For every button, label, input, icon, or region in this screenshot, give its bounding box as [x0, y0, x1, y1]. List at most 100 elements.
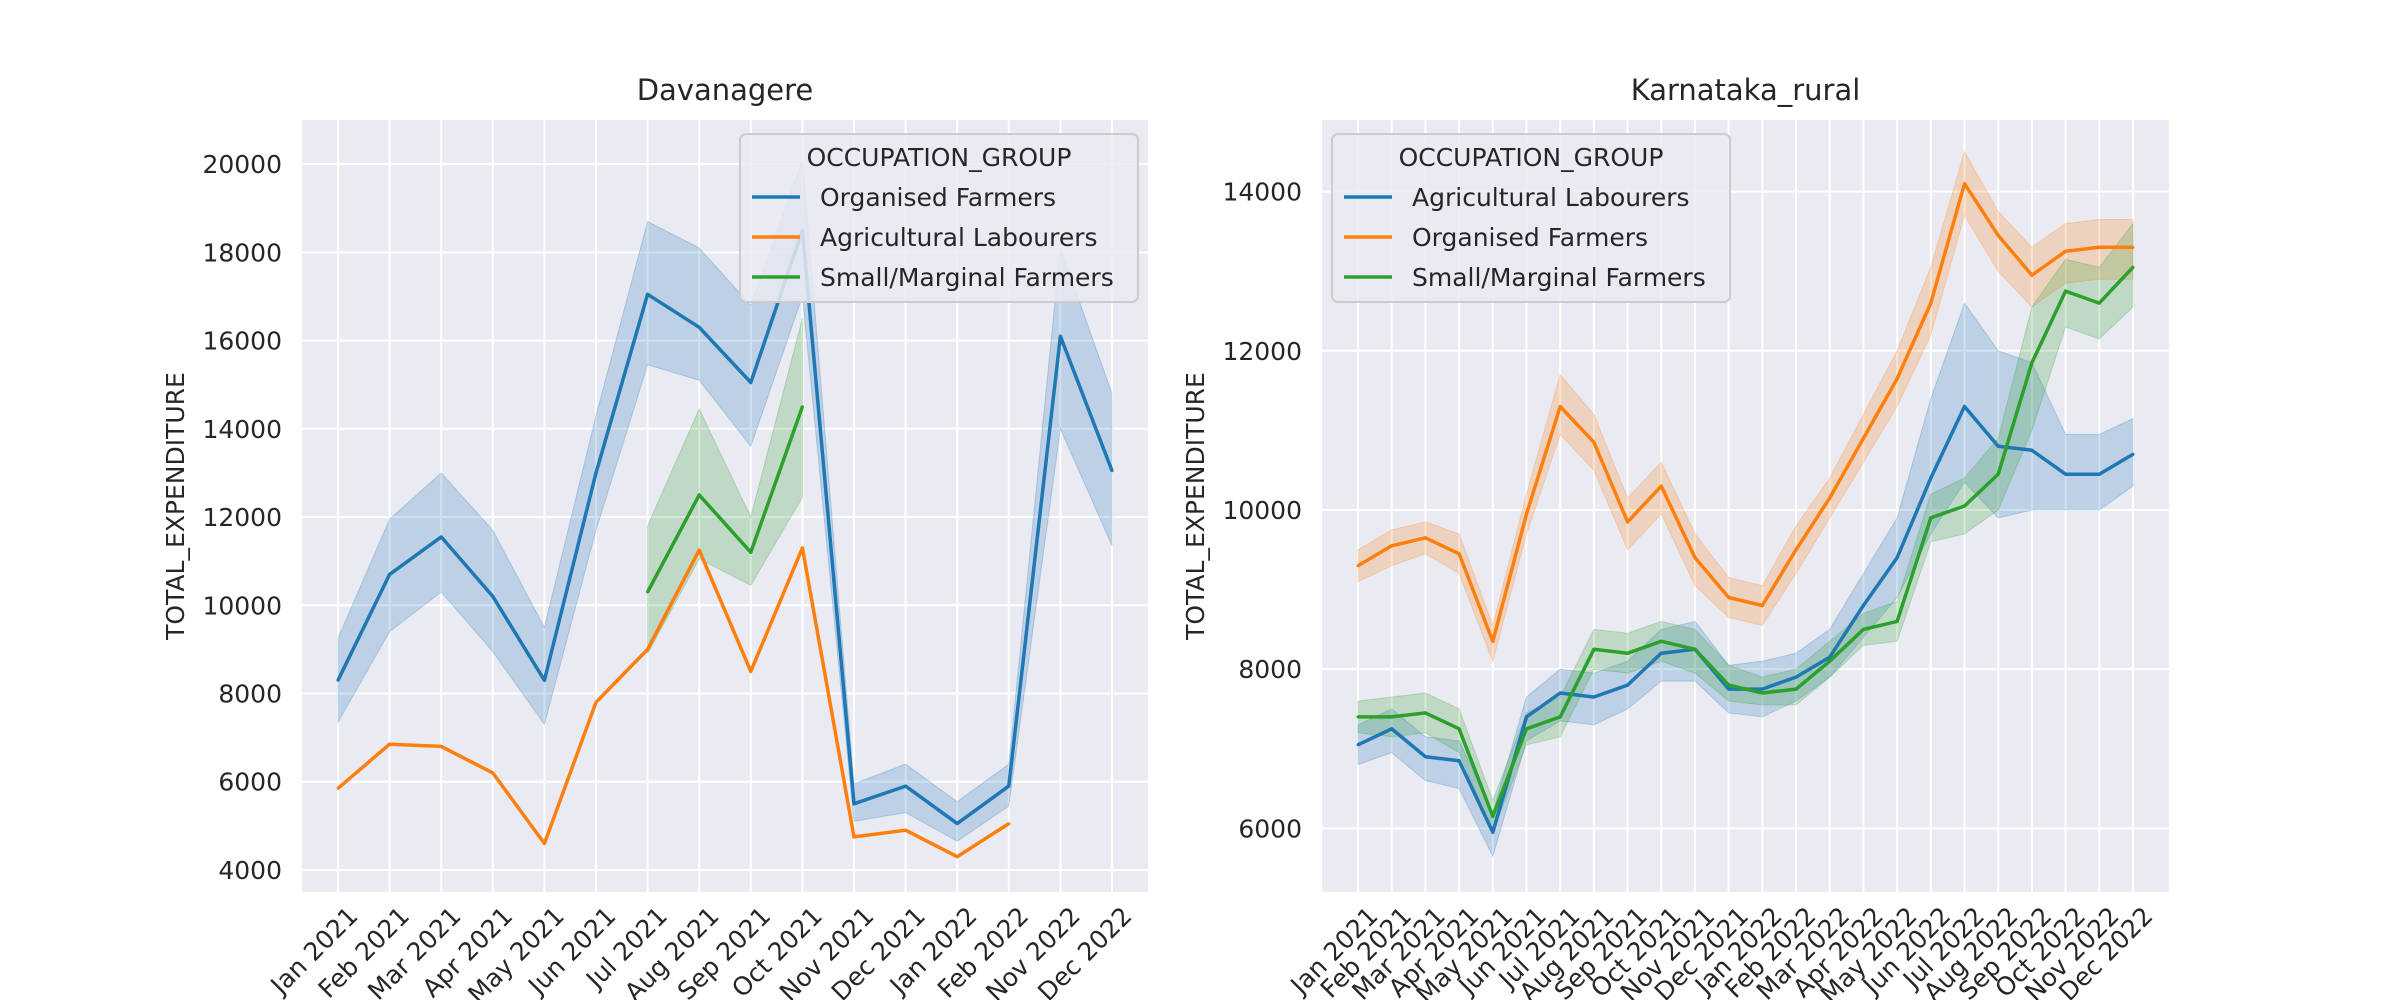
- data-point-small-marginal-farmers: [1828, 659, 1832, 663]
- data-point-organised-farmers: [955, 822, 959, 826]
- data-point-agricultural-labourers: [1895, 556, 1899, 560]
- data-point-organised-farmers: [1457, 552, 1461, 556]
- y-tick-label: 14000: [202, 415, 282, 444]
- data-point-agricultural-labourers: [1626, 683, 1630, 687]
- data-point-organised-farmers: [1895, 377, 1899, 381]
- data-point-organised-farmers: [1828, 496, 1832, 500]
- legend: OCCUPATION_GROUP Organised Farmers Agricul…: [739, 133, 1139, 303]
- confidence-band-small-marginal-farmers: [1357, 222, 2134, 834]
- y-tick-label: 10000: [1222, 496, 1302, 525]
- data-point-small-marginal-farmers: [1895, 619, 1899, 623]
- legend-label-agricultural-labourers: Agricultural Labourers: [820, 223, 1098, 252]
- data-point-agricultural-labourers: [2030, 448, 2034, 452]
- legend-box: [739, 133, 1139, 303]
- confidence-band-small-marginal-farmers: [647, 318, 803, 655]
- data-point-agricultural-labourers: [800, 546, 804, 550]
- data-point-small-marginal-farmers: [1491, 814, 1495, 818]
- data-point-organised-farmers: [336, 678, 340, 682]
- data-point-organised-farmers: [1760, 603, 1764, 607]
- data-point-small-marginal-farmers: [1996, 472, 2000, 476]
- data-point-agricultural-labourers: [1996, 444, 2000, 448]
- legend-box: [1331, 133, 1731, 303]
- legend-label-small-marginal-farmers: Small/Marginal Farmers: [820, 263, 1114, 292]
- y-axis-label: TOTAL_EXPENDITURE: [1181, 372, 1210, 641]
- series-line-small-marginal-farmers: [1358, 266, 2135, 819]
- legend-label-organised-farmers: Organised Farmers: [1412, 223, 1648, 252]
- data-point-agricultural-labourers: [1390, 727, 1394, 731]
- data-point-organised-farmers: [1693, 556, 1697, 560]
- data-point-agricultural-labourers: [1356, 743, 1360, 747]
- series-group: [1356, 150, 2135, 858]
- y-tick-label: 20000: [202, 150, 282, 179]
- data-point-organised-farmers: [1390, 544, 1394, 548]
- data-point-organised-farmers: [1727, 596, 1731, 600]
- data-point-organised-farmers: [2030, 273, 2034, 277]
- data-point-small-marginal-farmers: [1861, 627, 1865, 631]
- y-tick-label: 14000: [1222, 178, 1302, 207]
- data-point-organised-farmers: [594, 471, 598, 475]
- data-point-organised-farmers: [852, 802, 856, 806]
- data-point-small-marginal-farmers: [697, 493, 701, 497]
- y-tick-labels: 6000 8000 10000 12000 14000: [1222, 178, 1302, 844]
- data-point-agricultural-labourers: [749, 669, 753, 673]
- data-point-organised-farmers: [646, 292, 650, 296]
- data-point-agricultural-labourers: [594, 700, 598, 704]
- data-point-agricultural-labourers: [1861, 603, 1865, 607]
- series-line-small-marginal-farmers: [646, 406, 805, 593]
- data-point-agricultural-labourers: [904, 828, 908, 832]
- data-point-agricultural-labourers: [955, 855, 959, 859]
- data-point-agricultural-labourers: [1929, 476, 1933, 480]
- data-point-organised-farmers: [1592, 440, 1596, 444]
- data-point-small-marginal-farmers: [646, 590, 650, 594]
- data-point-organised-farmers: [1794, 548, 1798, 552]
- legend-label-small-marginal-farmers: Small/Marginal Farmers: [1412, 263, 1706, 292]
- data-point-organised-farmers: [542, 678, 546, 682]
- data-point-organised-farmers: [749, 380, 753, 384]
- data-point-agricultural-labourers: [1491, 830, 1495, 834]
- y-axis-label: TOTAL_EXPENDITURE: [161, 372, 190, 641]
- data-point-organised-farmers: [1861, 436, 1865, 440]
- data-point-organised-farmers: [904, 784, 908, 788]
- data-point-small-marginal-farmers: [1963, 504, 1967, 508]
- data-point-organised-farmers: [439, 535, 443, 539]
- series-group: [336, 159, 1114, 859]
- data-point-organised-farmers: [491, 594, 495, 598]
- data-point-organised-farmers: [2064, 249, 2068, 253]
- data-point-small-marginal-farmers: [1794, 687, 1798, 691]
- data-point-organised-farmers: [1659, 484, 1663, 488]
- data-point-agricultural-labourers: [491, 771, 495, 775]
- data-point-organised-farmers: [1558, 405, 1562, 409]
- data-point-agricultural-labourers: [1760, 687, 1764, 691]
- data-point-organised-farmers: [1929, 301, 1933, 305]
- data-point-agricultural-labourers: [1592, 695, 1596, 699]
- legend: OCCUPATION_GROUP Agricultural Labourers Or…: [1331, 133, 1731, 303]
- data-point-organised-farmers: [1524, 512, 1528, 516]
- data-point-organised-farmers: [697, 325, 701, 329]
- data-point-organised-farmers: [1110, 469, 1114, 473]
- data-point-agricultural-labourers: [1007, 822, 1011, 826]
- data-point-agricultural-labourers: [852, 835, 856, 839]
- data-point-small-marginal-farmers: [1356, 715, 1360, 719]
- data-point-agricultural-labourers: [336, 786, 340, 790]
- data-point-organised-farmers: [1007, 784, 1011, 788]
- y-tick-label: 10000: [202, 591, 282, 620]
- davanagere-chart: 4000 6000 8000 10000 12000 14000 16000 18000 200…: [161, 73, 1148, 1000]
- data-point-small-marginal-farmers: [1693, 647, 1697, 651]
- data-point-small-marginal-farmers: [1929, 516, 1933, 520]
- data-point-organised-farmers: [1356, 564, 1360, 568]
- data-point-organised-farmers: [1996, 233, 2000, 237]
- confidence-band-agricultural-labourers: [1357, 302, 2134, 858]
- data-point-organised-farmers: [1423, 536, 1427, 540]
- data-point-agricultural-labourers: [439, 744, 443, 748]
- data-point-agricultural-labourers: [1558, 691, 1562, 695]
- data-point-organised-farmers: [2097, 245, 2101, 249]
- y-tick-label: 12000: [202, 503, 282, 532]
- data-point-agricultural-labourers: [1524, 715, 1528, 719]
- data-point-small-marginal-farmers: [1390, 715, 1394, 719]
- series-line-organised-farmers: [336, 228, 1114, 826]
- chart-title: Karnataka_rural: [1631, 73, 1861, 107]
